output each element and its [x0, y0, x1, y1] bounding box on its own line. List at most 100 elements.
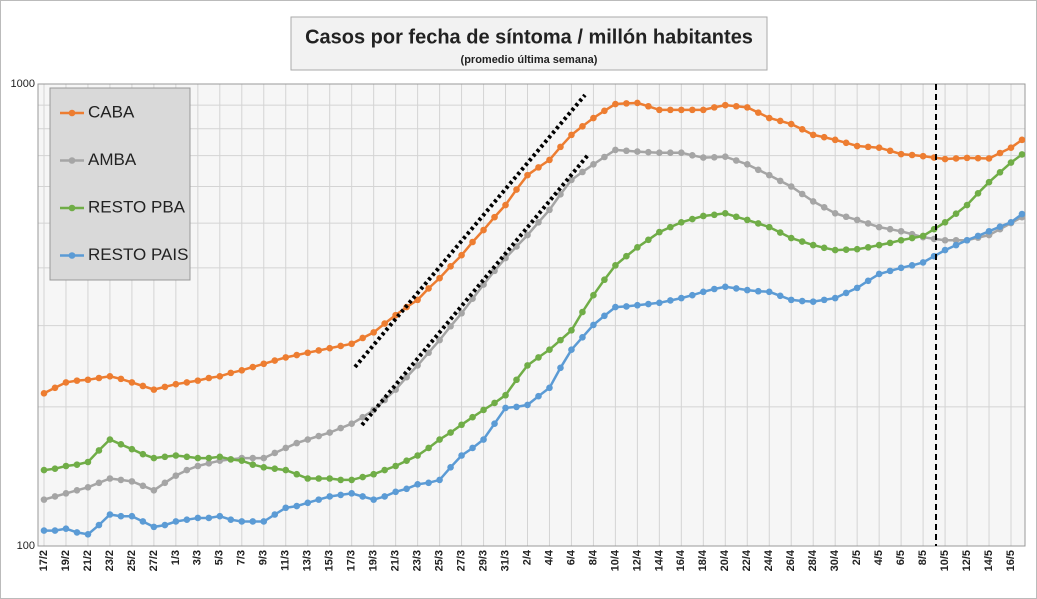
- data-point: [809, 198, 817, 205]
- data-point: [711, 211, 718, 219]
- data-point: [612, 303, 619, 311]
- data-point: [117, 375, 125, 383]
- data-point: [84, 376, 92, 384]
- data-point: [73, 486, 81, 494]
- data-point: [952, 236, 960, 244]
- data-point: [667, 297, 674, 304]
- data-point: [612, 262, 619, 269]
- data-point: [40, 527, 48, 534]
- data-point: [238, 457, 246, 464]
- data-point: [908, 262, 916, 269]
- data-point: [95, 521, 103, 529]
- data-point: [282, 444, 290, 452]
- data-point: [875, 223, 883, 231]
- data-point: [524, 401, 531, 409]
- data-point: [678, 218, 685, 226]
- data-point: [458, 309, 465, 317]
- data-point: [798, 125, 806, 133]
- x-tick-label: 22/4: [741, 549, 753, 571]
- x-tick-label: 17/3: [346, 550, 358, 571]
- data-point: [271, 449, 279, 457]
- data-point: [535, 218, 542, 226]
- data-point: [919, 232, 927, 240]
- data-point: [886, 147, 894, 155]
- data-point: [348, 420, 355, 427]
- data-point: [139, 482, 147, 490]
- data-point: [293, 351, 301, 359]
- data-point: [337, 476, 344, 484]
- data-point: [645, 236, 652, 244]
- x-tick-label: 9/3: [258, 550, 270, 565]
- data-point: [150, 386, 158, 393]
- data-point: [51, 465, 59, 472]
- data-point: [1007, 159, 1015, 166]
- data-point: [579, 333, 586, 341]
- data-point: [623, 303, 630, 310]
- data-point: [689, 291, 696, 299]
- data-point: [260, 454, 268, 462]
- data-point: [546, 384, 553, 392]
- data-point: [271, 511, 279, 518]
- data-point: [84, 483, 92, 491]
- x-tick-label: 3/3: [192, 550, 204, 565]
- data-point: [776, 229, 784, 236]
- data-point: [623, 252, 630, 260]
- data-point: [711, 285, 718, 293]
- data-point: [952, 155, 960, 162]
- data-point: [40, 466, 48, 474]
- data-point: [623, 100, 630, 107]
- x-tick-label: 19/3: [368, 550, 380, 571]
- data-point: [546, 206, 553, 214]
- legend-marker: [68, 252, 76, 259]
- data-point: [183, 453, 191, 461]
- data-point: [95, 479, 103, 487]
- trend-line: [360, 153, 590, 427]
- data-point: [271, 357, 279, 364]
- data-point: [62, 379, 70, 386]
- data-point: [95, 374, 103, 382]
- data-point: [1018, 136, 1026, 144]
- data-point: [941, 236, 949, 244]
- data-point: [996, 223, 1004, 231]
- data-point: [480, 436, 487, 443]
- data-point: [326, 493, 334, 500]
- legend-label: RESTO PBA: [88, 197, 186, 216]
- data-point: [721, 101, 729, 109]
- grid: 100 1000 17/2 19/2 21/2 23/2 25/2 27/2 1/3 3/3 5/3…: [11, 78, 1026, 571]
- data-point: [172, 380, 180, 388]
- data-point: [161, 453, 169, 461]
- data-point: [711, 153, 718, 161]
- data-point: [73, 461, 81, 468]
- data-point: [469, 238, 476, 246]
- data-point: [139, 382, 147, 390]
- data-point: [315, 432, 323, 440]
- x-tick-label: 12/5: [961, 550, 973, 571]
- data-point: [205, 374, 213, 382]
- data-point: [172, 472, 180, 479]
- data-point: [403, 457, 410, 464]
- data-point: [787, 120, 795, 128]
- data-point: [513, 186, 520, 193]
- data-point: [293, 470, 301, 478]
- x-tick-label: 19/2: [60, 550, 72, 571]
- data-point: [601, 153, 608, 161]
- data-point: [304, 475, 312, 482]
- data-point: [227, 369, 235, 377]
- legend-label: CABA: [88, 102, 135, 121]
- data-point: [831, 136, 839, 144]
- data-point: [820, 133, 828, 141]
- data-point: [480, 406, 487, 414]
- legend-label: RESTO PAIS: [88, 245, 188, 264]
- data-point: [765, 223, 773, 231]
- data-point: [897, 236, 905, 244]
- data-point: [359, 473, 366, 481]
- data-point: [974, 154, 982, 162]
- data-point: [678, 294, 685, 302]
- data-point: [974, 232, 982, 240]
- data-point: [524, 231, 531, 239]
- data-point: [798, 297, 806, 305]
- data-point: [381, 493, 388, 500]
- data-point: [447, 322, 454, 330]
- data-point: [656, 106, 663, 114]
- x-tick-label: 10/5: [939, 550, 951, 571]
